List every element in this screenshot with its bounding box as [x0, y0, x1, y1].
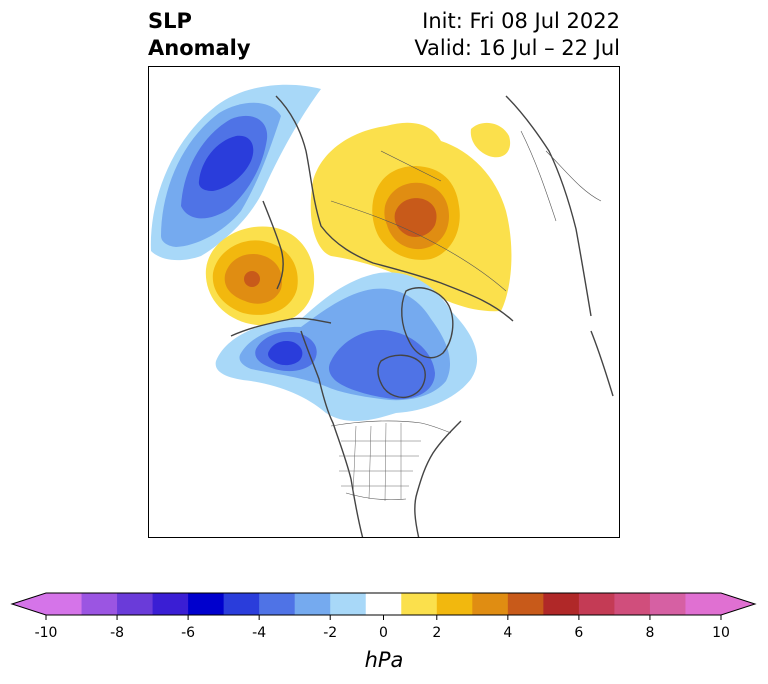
- border-europe-2: [545, 150, 602, 202]
- colorbar-ticks: -10 -8 -6 -4 -2 0 2 4 6 8 10: [35, 615, 730, 641]
- title-line-1: SLP: [148, 9, 192, 33]
- us-state-borders: [339, 422, 421, 502]
- low-arctic-canada: [215, 272, 478, 421]
- colorbar-swatch: [543, 593, 580, 615]
- colorbar-swatch: [365, 593, 402, 615]
- colorbar-swatch: [46, 593, 82, 615]
- low-north-pacific: [150, 84, 321, 261]
- colorbar-swatch: [614, 593, 651, 615]
- colorbar-extend-min: [12, 593, 46, 615]
- border-europe-1: [520, 130, 557, 222]
- coastlines: [230, 95, 614, 537]
- colorbar-tick-label: 10: [712, 625, 730, 641]
- title-line-2: Anomaly: [148, 36, 251, 60]
- contour-level-4: [198, 135, 254, 191]
- colorbar-unit-label: hPa: [364, 648, 404, 672]
- coastline-greenland: [401, 287, 454, 359]
- state-grid: [339, 422, 421, 502]
- colorbar-tick-label: 8: [645, 625, 654, 641]
- contour-level-4: [394, 198, 437, 237]
- colorbar-tick-label: 2: [432, 625, 441, 641]
- init-date-text: Init: Fri 08 Jul 2022: [422, 9, 620, 33]
- coastline-alaska: [230, 317, 332, 337]
- coastline-africa-edge: [590, 330, 614, 397]
- map-panel: [148, 66, 620, 538]
- chart-title: SLP Anomaly: [148, 8, 251, 62]
- colorbar-tick-label: -6: [181, 625, 195, 641]
- colorbar-swatch: [472, 593, 509, 615]
- colorbar-swatch: [259, 593, 296, 615]
- high-siberia: [310, 122, 512, 312]
- border-us-canada: [330, 420, 452, 434]
- colorbar-tick-label: -2: [323, 625, 337, 641]
- colorbar-swatch: [401, 593, 438, 615]
- colorbar-swatch: [330, 593, 367, 615]
- high-chukotka: [205, 226, 315, 326]
- contour-level-3b: [328, 330, 435, 400]
- colorbar-swatch: [294, 593, 331, 615]
- border-asia: [380, 150, 442, 182]
- colorbar-swatch: [152, 593, 189, 615]
- colorbar-tick-label: -8: [110, 625, 124, 641]
- colorbar-swatch: [507, 593, 544, 615]
- coastline-eurasia: [275, 95, 514, 322]
- date-info: Init: Fri 08 Jul 2022 Valid: 16 Jul – 22…: [414, 8, 620, 62]
- colorbar-swatch: [223, 593, 260, 615]
- colorbar-tick-label: 4: [503, 625, 512, 641]
- colorbar-swatch: [649, 593, 686, 615]
- colorbar-tick-label: 0: [379, 625, 388, 641]
- coastline-north-america-east: [414, 420, 462, 537]
- coastline-north-america-west: [300, 330, 364, 537]
- colorbar-tick-label: 6: [574, 625, 583, 641]
- colorbar-swatch: [436, 593, 473, 615]
- contour-level-4: [268, 341, 303, 366]
- colorbar-extend-max: [721, 593, 755, 615]
- contour-level-4: [244, 271, 260, 287]
- valid-range-text: Valid: 16 Jul – 22 Jul: [414, 36, 620, 60]
- contour-level-1b: [470, 122, 511, 158]
- colorbar-swatch: [685, 593, 722, 615]
- colorbar-tick-label: -10: [35, 625, 58, 641]
- national-borders: [330, 130, 602, 501]
- border-russia: [330, 200, 507, 292]
- colorbar-segments: [10, 592, 757, 616]
- colorbar-swatch: [117, 593, 153, 615]
- colorbar-swatch: [81, 593, 118, 615]
- anomaly-map: [150, 84, 614, 537]
- colorbar-swatch: [578, 593, 615, 615]
- coastline-europe: [505, 95, 592, 317]
- colorbar-tick-label: -4: [252, 625, 266, 641]
- colorbar-swatch: [188, 593, 225, 615]
- colorbar: -10 -8 -6 -4 -2 0 2 4 6 8 10: [10, 592, 757, 641]
- coastline-hudson-bay: [377, 354, 426, 399]
- border-us-mexico: [345, 492, 407, 501]
- coastline-kamchatka: [262, 200, 284, 290]
